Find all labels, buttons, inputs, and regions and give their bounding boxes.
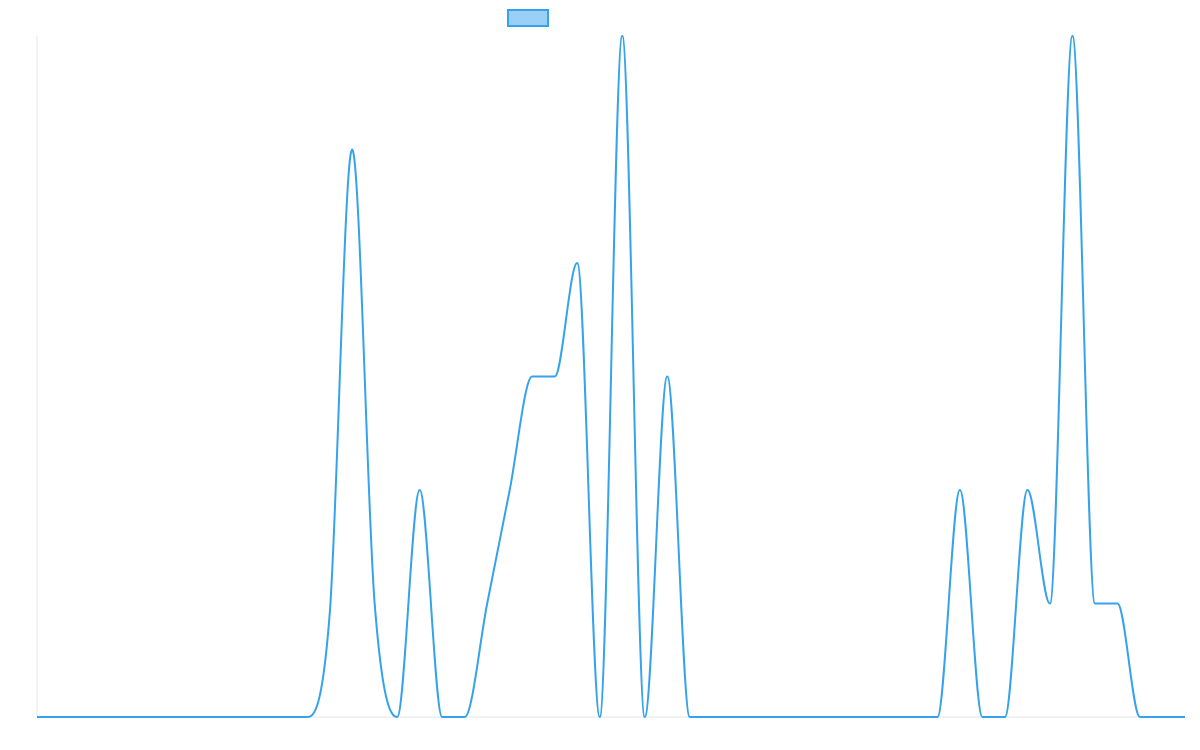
legend-swatch[interactable]: [507, 9, 549, 27]
legend[interactable]: [507, 9, 549, 27]
series-line-0: [36, 34, 1185, 719]
